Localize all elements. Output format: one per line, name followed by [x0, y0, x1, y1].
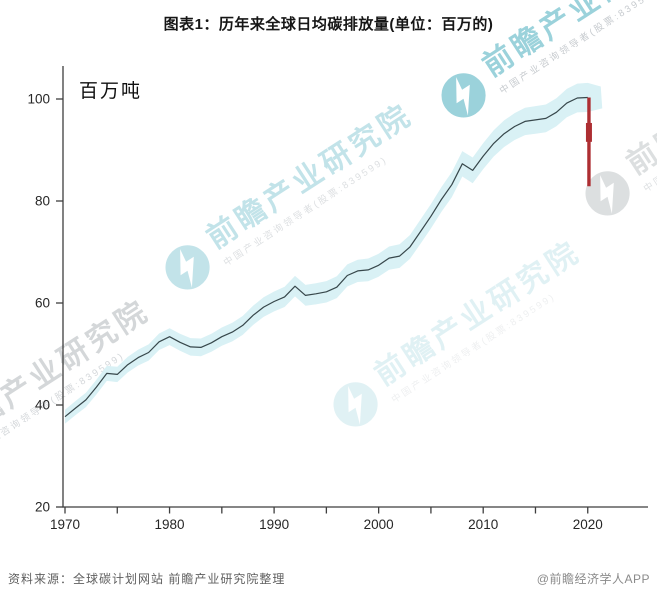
y-tick-label: 100 — [27, 92, 50, 107]
chart-title: 图表1：历年来全球日均碳排放量(单位：百万的) — [163, 16, 494, 33]
y-tick-label: 20 — [35, 500, 50, 515]
y-tick-label: 60 — [35, 296, 50, 311]
y-tick-label: 80 — [35, 194, 50, 209]
x-tick-label: 1970 — [50, 517, 80, 532]
uncertainty-band — [65, 82, 603, 424]
x-tick-label: 1990 — [259, 517, 289, 532]
y-tick-label: 40 — [35, 398, 50, 413]
x-tick-label: 1980 — [155, 517, 185, 532]
x-tick-label: 2000 — [364, 517, 394, 532]
source-note: 资料来源：全球碳计划网站 前瞻产业研究院整理 — [8, 572, 286, 586]
y-axis-unit-label: 百万吨 — [79, 81, 143, 102]
app-credit: @前瞻经济学人APP — [536, 572, 650, 586]
x-tick-label: 2020 — [573, 517, 603, 532]
emissions-line — [64, 96, 588, 418]
x-tick-label: 2010 — [468, 517, 498, 532]
